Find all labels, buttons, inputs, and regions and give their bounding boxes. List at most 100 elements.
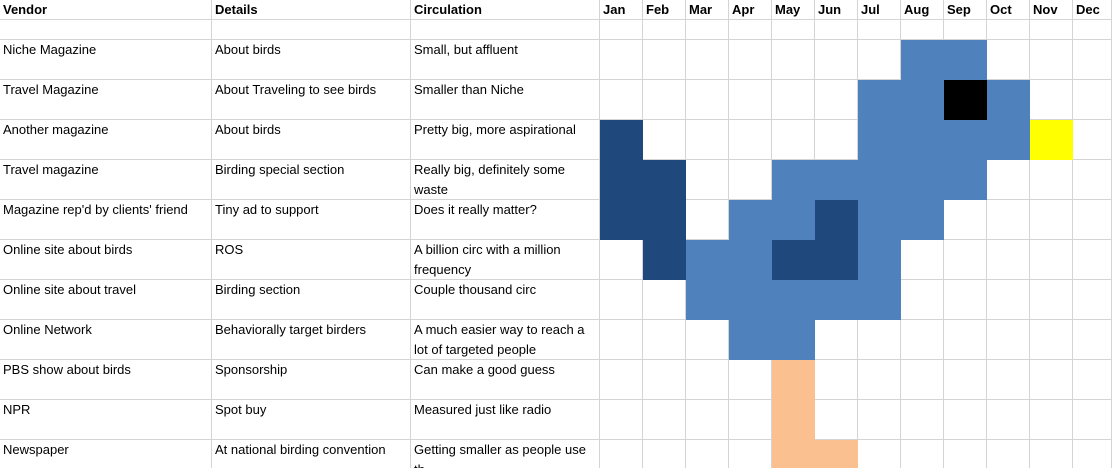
month-cell xyxy=(901,320,944,360)
month-cell xyxy=(686,280,729,320)
month-cell xyxy=(729,40,772,80)
month-cell xyxy=(729,120,772,160)
month-cell xyxy=(772,280,815,320)
month-cell xyxy=(643,360,686,400)
empty-cell xyxy=(772,20,815,40)
month-cell xyxy=(1073,160,1112,200)
month-cell xyxy=(729,280,772,320)
text-cell: Tiny ad to support xyxy=(212,200,411,240)
month-cell xyxy=(772,440,815,468)
header-cell: Sep xyxy=(944,0,987,20)
month-cell xyxy=(944,280,987,320)
month-cell xyxy=(858,280,901,320)
text-cell: Getting smaller as people use th xyxy=(411,440,600,468)
header-cell: Nov xyxy=(1030,0,1073,20)
header-cell: Jul xyxy=(858,0,901,20)
month-cell xyxy=(1030,400,1073,440)
text-cell: About birds xyxy=(212,40,411,80)
month-cell xyxy=(772,40,815,80)
month-cell xyxy=(944,240,987,280)
month-cell xyxy=(1030,40,1073,80)
month-cell xyxy=(686,160,729,200)
month-cell xyxy=(1030,80,1073,120)
text-cell: At national birding convention xyxy=(212,440,411,468)
month-cell xyxy=(643,240,686,280)
text-cell: About birds xyxy=(212,120,411,160)
month-cell xyxy=(858,440,901,468)
empty-cell xyxy=(1073,20,1112,40)
month-cell xyxy=(815,320,858,360)
text-cell: Sponsorship xyxy=(212,360,411,400)
text-cell: A billion circ with a million frequency xyxy=(411,240,600,280)
text-cell: Pretty big, more aspirational xyxy=(411,120,600,160)
month-cell xyxy=(858,120,901,160)
month-cell xyxy=(1030,280,1073,320)
month-cell xyxy=(944,200,987,240)
month-cell xyxy=(1073,280,1112,320)
header-cell: Oct xyxy=(987,0,1030,20)
month-cell xyxy=(729,160,772,200)
empty-cell xyxy=(987,20,1030,40)
month-cell xyxy=(1030,440,1073,468)
month-cell xyxy=(772,240,815,280)
month-cell xyxy=(1073,440,1112,468)
month-cell xyxy=(987,40,1030,80)
month-cell xyxy=(815,80,858,120)
month-cell xyxy=(772,120,815,160)
text-cell: Online site about birds xyxy=(0,240,212,280)
month-cell xyxy=(1030,200,1073,240)
month-cell xyxy=(1030,360,1073,400)
month-cell xyxy=(600,400,643,440)
text-cell: Really big, definitely some waste xyxy=(411,160,600,200)
month-cell xyxy=(600,160,643,200)
month-cell xyxy=(901,40,944,80)
month-cell xyxy=(815,120,858,160)
month-cell xyxy=(901,400,944,440)
month-cell xyxy=(901,440,944,468)
month-cell xyxy=(944,440,987,468)
month-cell xyxy=(901,280,944,320)
month-cell xyxy=(600,40,643,80)
month-cell xyxy=(815,160,858,200)
text-cell: Birding section xyxy=(212,280,411,320)
month-cell xyxy=(1073,240,1112,280)
empty-cell xyxy=(212,20,411,40)
text-cell: A much easier way to reach a lot of targ… xyxy=(411,320,600,360)
empty-cell xyxy=(944,20,987,40)
month-cell xyxy=(772,160,815,200)
month-cell xyxy=(729,440,772,468)
month-cell xyxy=(858,360,901,400)
header-cell: Dec xyxy=(1073,0,1112,20)
month-cell xyxy=(987,360,1030,400)
empty-cell xyxy=(686,20,729,40)
month-cell xyxy=(686,40,729,80)
month-cell xyxy=(858,40,901,80)
month-cell xyxy=(944,320,987,360)
month-cell xyxy=(1030,240,1073,280)
month-cell xyxy=(1030,160,1073,200)
empty-cell xyxy=(643,20,686,40)
empty-cell xyxy=(858,20,901,40)
month-cell xyxy=(901,80,944,120)
month-cell xyxy=(858,200,901,240)
text-cell: Magazine rep'd by clients' friend xyxy=(0,200,212,240)
month-cell xyxy=(600,80,643,120)
text-cell: Online Network xyxy=(0,320,212,360)
month-cell xyxy=(729,320,772,360)
month-cell xyxy=(600,320,643,360)
text-cell: Measured just like radio xyxy=(411,400,600,440)
month-cell xyxy=(772,320,815,360)
month-cell xyxy=(600,120,643,160)
month-cell xyxy=(815,400,858,440)
month-cell xyxy=(643,440,686,468)
month-cell xyxy=(729,80,772,120)
month-cell xyxy=(772,80,815,120)
month-cell xyxy=(987,280,1030,320)
month-cell xyxy=(643,160,686,200)
month-cell xyxy=(686,80,729,120)
text-cell: Spot buy xyxy=(212,400,411,440)
month-cell xyxy=(686,120,729,160)
month-cell xyxy=(858,240,901,280)
month-cell xyxy=(772,360,815,400)
month-cell xyxy=(987,80,1030,120)
